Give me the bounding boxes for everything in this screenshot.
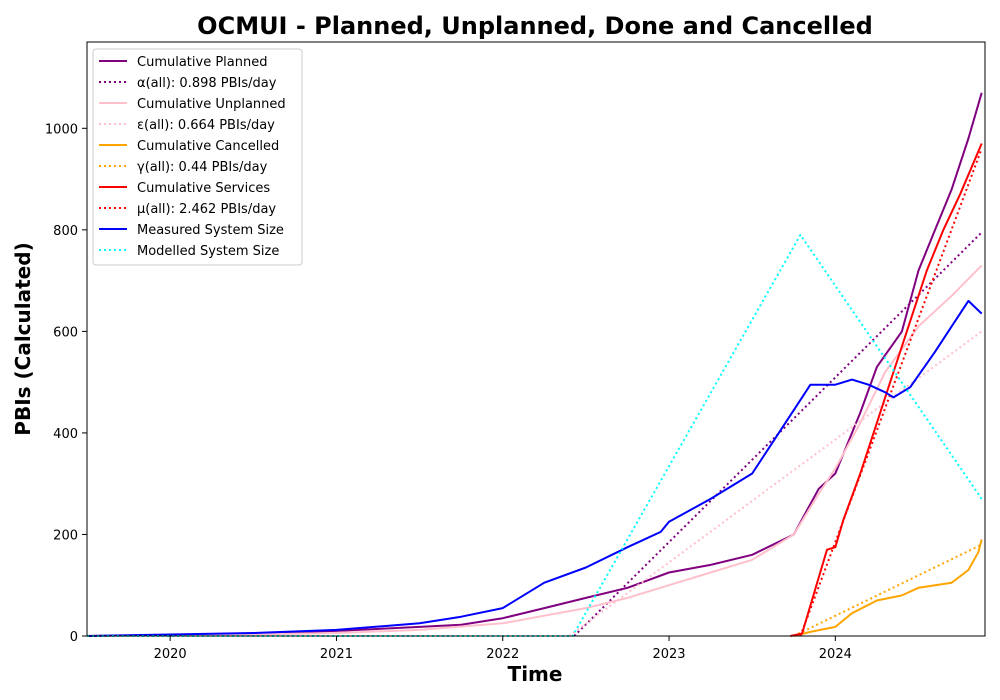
series-line-0 <box>86 92 983 637</box>
y-axis: 0 200 400 600 800 1000 <box>45 122 87 645</box>
x-tick-label: 2020 <box>154 647 187 662</box>
y-tick-label: 200 <box>53 528 78 543</box>
legend-label: Cumulative Cancelled <box>137 139 279 154</box>
x-axis: 2020 2021 2022 2023 2024 <box>154 636 852 662</box>
legend-label: ε(all): 0.664 PBIs/day <box>137 118 275 133</box>
series-line-6 <box>790 143 983 637</box>
legend-label: α(all): 0.898 PBIs/day <box>137 76 277 91</box>
legend-label: Cumulative Unplanned <box>137 97 286 112</box>
x-axis-label: Time <box>508 662 563 686</box>
series-line-2 <box>86 264 983 637</box>
series-line-8 <box>86 299 983 637</box>
plot-frame <box>86 41 986 637</box>
y-tick-label: 400 <box>53 427 78 442</box>
legend-label: γ(all): 0.44 PBIs/day <box>137 160 268 175</box>
x-tick-label: 2021 <box>320 647 353 662</box>
y-tick-label: 800 <box>53 224 78 239</box>
legend-label: Modelled System Size <box>137 244 279 259</box>
y-tick-label: 0 <box>70 630 78 645</box>
legend-label: Measured System Size <box>137 223 284 238</box>
y-axis-label: PBIs (Calculated) <box>11 242 35 435</box>
series-line-7 <box>799 148 983 637</box>
y-tick-label: 600 <box>53 325 78 340</box>
plot-lines <box>86 92 983 637</box>
legend-label: Cumulative Planned <box>137 55 267 70</box>
legend-label: Cumulative Services <box>137 181 270 196</box>
x-tick-label: 2024 <box>819 647 852 662</box>
x-tick-label: 2023 <box>652 647 685 662</box>
series-line-5 <box>793 543 983 637</box>
x-tick-label: 2022 <box>486 647 519 662</box>
legend: Cumulative Planned α(all): 0.898 PBIs/day… <box>92 48 303 266</box>
series-line-3 <box>568 330 983 637</box>
series-line-4 <box>793 539 983 637</box>
legend-label: μ(all): 2.462 PBIs/day <box>137 202 276 217</box>
y-tick-label: 1000 <box>45 122 78 137</box>
legend-box <box>92 48 303 266</box>
chart-title: OCMUI - Planned, Unplanned, Done and Can… <box>197 12 873 40</box>
series-line-9 <box>87 233 983 637</box>
